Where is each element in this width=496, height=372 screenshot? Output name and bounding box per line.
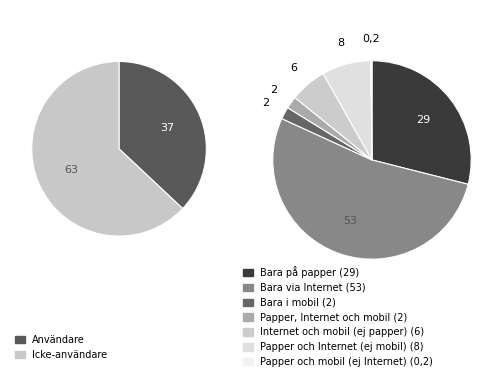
Legend: Bara på papper (29), Bara via Internet (53), Bara i mobil (2), Papper, Internet : Bara på papper (29), Bara via Internet (…	[243, 266, 434, 367]
Wedge shape	[119, 61, 206, 209]
Wedge shape	[323, 61, 372, 160]
Legend: Användare, Icke-användare: Användare, Icke-användare	[15, 335, 108, 360]
Text: 2: 2	[270, 85, 277, 95]
Wedge shape	[371, 61, 372, 160]
Text: 8: 8	[337, 38, 344, 48]
Text: 37: 37	[160, 123, 174, 133]
Text: 63: 63	[64, 164, 78, 174]
Text: 6: 6	[290, 62, 297, 73]
Wedge shape	[273, 119, 468, 259]
Wedge shape	[282, 108, 372, 160]
Wedge shape	[288, 97, 372, 160]
Text: 2: 2	[262, 98, 269, 108]
Wedge shape	[372, 61, 471, 184]
Text: 53: 53	[344, 216, 358, 226]
Wedge shape	[295, 74, 372, 160]
Text: 29: 29	[416, 115, 430, 125]
Text: 0,2: 0,2	[363, 34, 380, 44]
Wedge shape	[32, 61, 183, 236]
